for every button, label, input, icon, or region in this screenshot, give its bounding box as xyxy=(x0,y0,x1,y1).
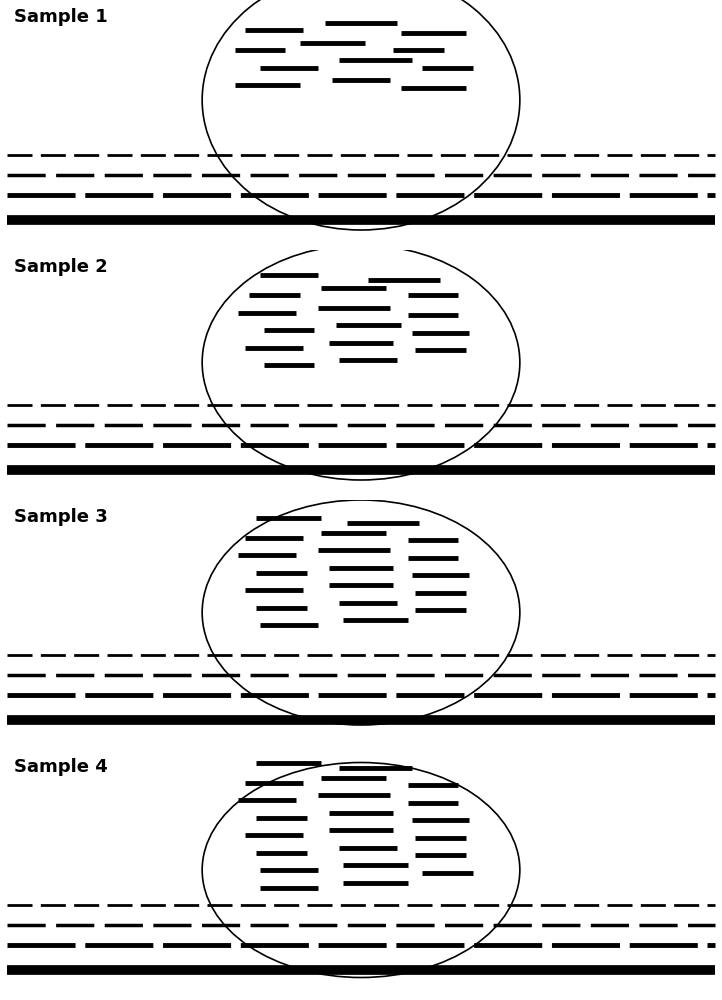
Text: Sample 4: Sample 4 xyxy=(14,758,108,776)
Text: Sample 3: Sample 3 xyxy=(14,508,108,526)
Text: Sample 1: Sample 1 xyxy=(14,7,108,25)
Text: Sample 2: Sample 2 xyxy=(14,257,108,275)
